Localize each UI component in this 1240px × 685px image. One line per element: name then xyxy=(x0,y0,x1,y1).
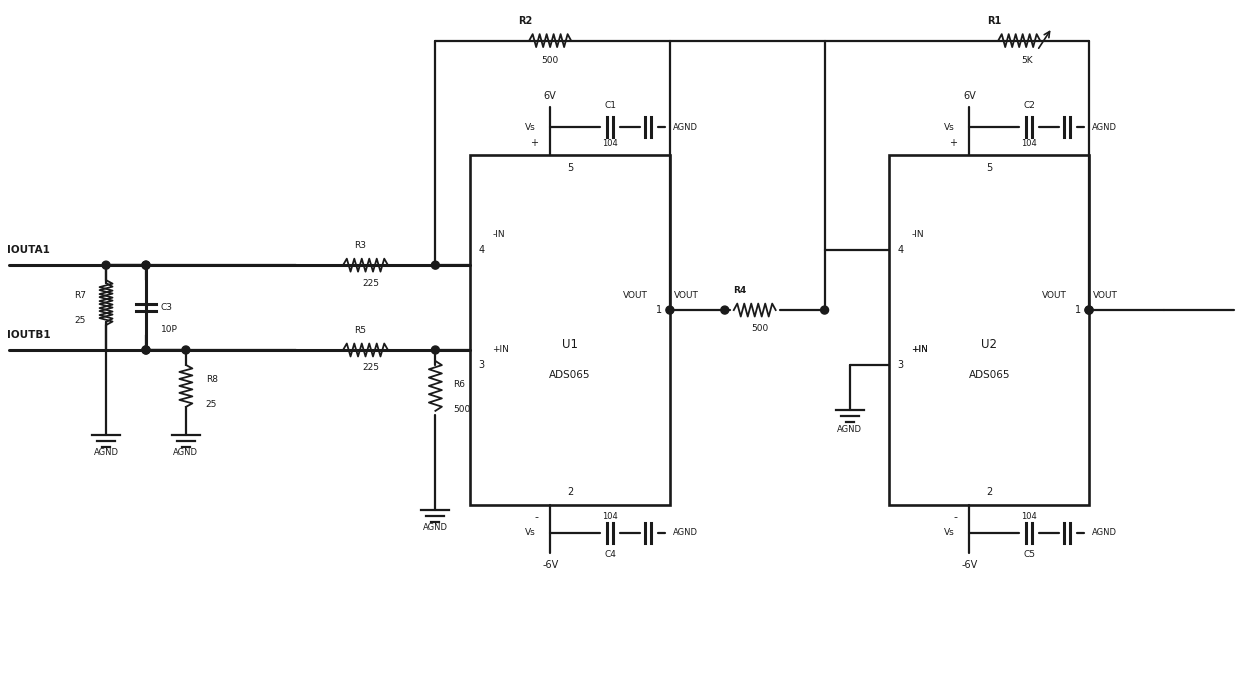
Text: 104: 104 xyxy=(603,512,618,521)
Text: R3: R3 xyxy=(355,240,367,250)
Text: +IN: +IN xyxy=(911,345,929,354)
Circle shape xyxy=(141,346,150,354)
Circle shape xyxy=(182,346,190,354)
Text: +IN: +IN xyxy=(911,345,929,354)
Circle shape xyxy=(432,261,439,269)
Text: AGND: AGND xyxy=(673,123,698,132)
Text: VOUT: VOUT xyxy=(622,290,649,299)
Text: IOUTA1: IOUTA1 xyxy=(7,245,50,256)
Text: C4: C4 xyxy=(604,550,616,559)
Text: 500: 500 xyxy=(751,323,769,332)
Text: VOUT: VOUT xyxy=(1042,290,1068,299)
Text: R5: R5 xyxy=(355,325,367,334)
Text: R8: R8 xyxy=(206,375,218,384)
Text: 6V: 6V xyxy=(544,90,557,101)
Bar xyxy=(470,155,670,505)
Text: 104: 104 xyxy=(1022,512,1037,521)
Text: 1: 1 xyxy=(1075,305,1081,315)
Text: IOUTB1: IOUTB1 xyxy=(7,330,51,340)
Circle shape xyxy=(141,261,150,269)
Text: 5: 5 xyxy=(986,163,992,173)
Text: R4: R4 xyxy=(733,286,746,295)
Text: VOUT: VOUT xyxy=(673,290,699,299)
Text: -IN: -IN xyxy=(911,230,924,239)
Circle shape xyxy=(666,306,673,314)
Circle shape xyxy=(821,306,828,314)
Text: 6V: 6V xyxy=(963,90,976,101)
Text: Vs: Vs xyxy=(525,528,536,537)
Text: 4: 4 xyxy=(479,245,485,255)
Text: C5: C5 xyxy=(1023,550,1035,559)
Text: AGND: AGND xyxy=(1092,123,1117,132)
Text: 3: 3 xyxy=(898,360,904,370)
Text: AGND: AGND xyxy=(93,448,119,458)
Text: Vs: Vs xyxy=(944,528,955,537)
Text: AGND: AGND xyxy=(673,528,698,537)
Text: AGND: AGND xyxy=(837,425,862,434)
Circle shape xyxy=(720,306,729,314)
Text: AGND: AGND xyxy=(1092,528,1117,537)
Text: 104: 104 xyxy=(1022,139,1037,148)
Bar xyxy=(889,155,1089,505)
Text: C3: C3 xyxy=(161,303,172,312)
Text: +: + xyxy=(950,138,957,149)
Circle shape xyxy=(1085,306,1092,314)
Text: AGND: AGND xyxy=(174,448,198,458)
Text: C1: C1 xyxy=(604,101,616,110)
Text: 3: 3 xyxy=(479,360,485,370)
Text: 25: 25 xyxy=(206,400,217,410)
Text: +IN: +IN xyxy=(492,345,510,354)
Circle shape xyxy=(432,346,439,354)
Text: -: - xyxy=(534,512,538,522)
Text: 225: 225 xyxy=(362,279,379,288)
Text: 5: 5 xyxy=(567,163,573,173)
Text: ADS065: ADS065 xyxy=(549,370,590,380)
Text: R6: R6 xyxy=(454,380,465,389)
Text: 4: 4 xyxy=(898,245,904,255)
Text: C2: C2 xyxy=(1023,101,1035,110)
Circle shape xyxy=(141,261,150,269)
Text: 1: 1 xyxy=(656,305,662,315)
Text: -IN: -IN xyxy=(492,230,505,239)
Text: -6V: -6V xyxy=(961,560,977,569)
Text: 10P: 10P xyxy=(161,325,177,334)
Text: 225: 225 xyxy=(362,364,379,373)
Text: +: + xyxy=(531,138,538,149)
Text: Vs: Vs xyxy=(525,123,536,132)
Text: 2: 2 xyxy=(986,487,992,497)
Text: 2: 2 xyxy=(567,487,573,497)
Text: 500: 500 xyxy=(542,56,559,65)
Circle shape xyxy=(102,261,110,269)
Text: U1: U1 xyxy=(562,338,578,351)
Text: -6V: -6V xyxy=(542,560,558,569)
Text: AGND: AGND xyxy=(423,523,448,532)
Text: R2: R2 xyxy=(518,16,532,25)
Text: 500: 500 xyxy=(454,406,471,414)
Circle shape xyxy=(1085,306,1092,314)
Text: 104: 104 xyxy=(603,139,618,148)
Text: Vs: Vs xyxy=(944,123,955,132)
Text: R1: R1 xyxy=(987,16,1002,25)
Text: ADS065: ADS065 xyxy=(968,370,1011,380)
Text: 5K: 5K xyxy=(1022,56,1033,65)
Text: -: - xyxy=(954,512,957,522)
Text: VOUT: VOUT xyxy=(1092,290,1118,299)
Text: 25: 25 xyxy=(74,316,86,325)
Text: U2: U2 xyxy=(981,338,997,351)
Circle shape xyxy=(141,346,150,354)
Text: R7: R7 xyxy=(74,290,86,299)
